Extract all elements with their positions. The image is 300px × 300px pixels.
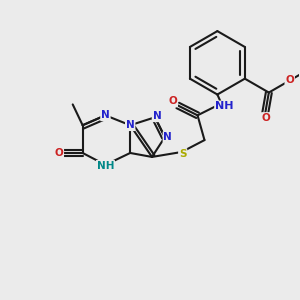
Text: O: O (262, 113, 270, 123)
Text: NH: NH (97, 161, 114, 171)
Text: N: N (164, 132, 172, 142)
Text: O: O (285, 75, 294, 85)
Text: S: S (179, 149, 186, 159)
Text: NH: NH (215, 101, 234, 111)
Text: O: O (55, 148, 63, 158)
Text: N: N (126, 120, 135, 130)
Text: N: N (153, 111, 161, 121)
Text: O: O (168, 97, 177, 106)
Text: N: N (101, 110, 110, 120)
